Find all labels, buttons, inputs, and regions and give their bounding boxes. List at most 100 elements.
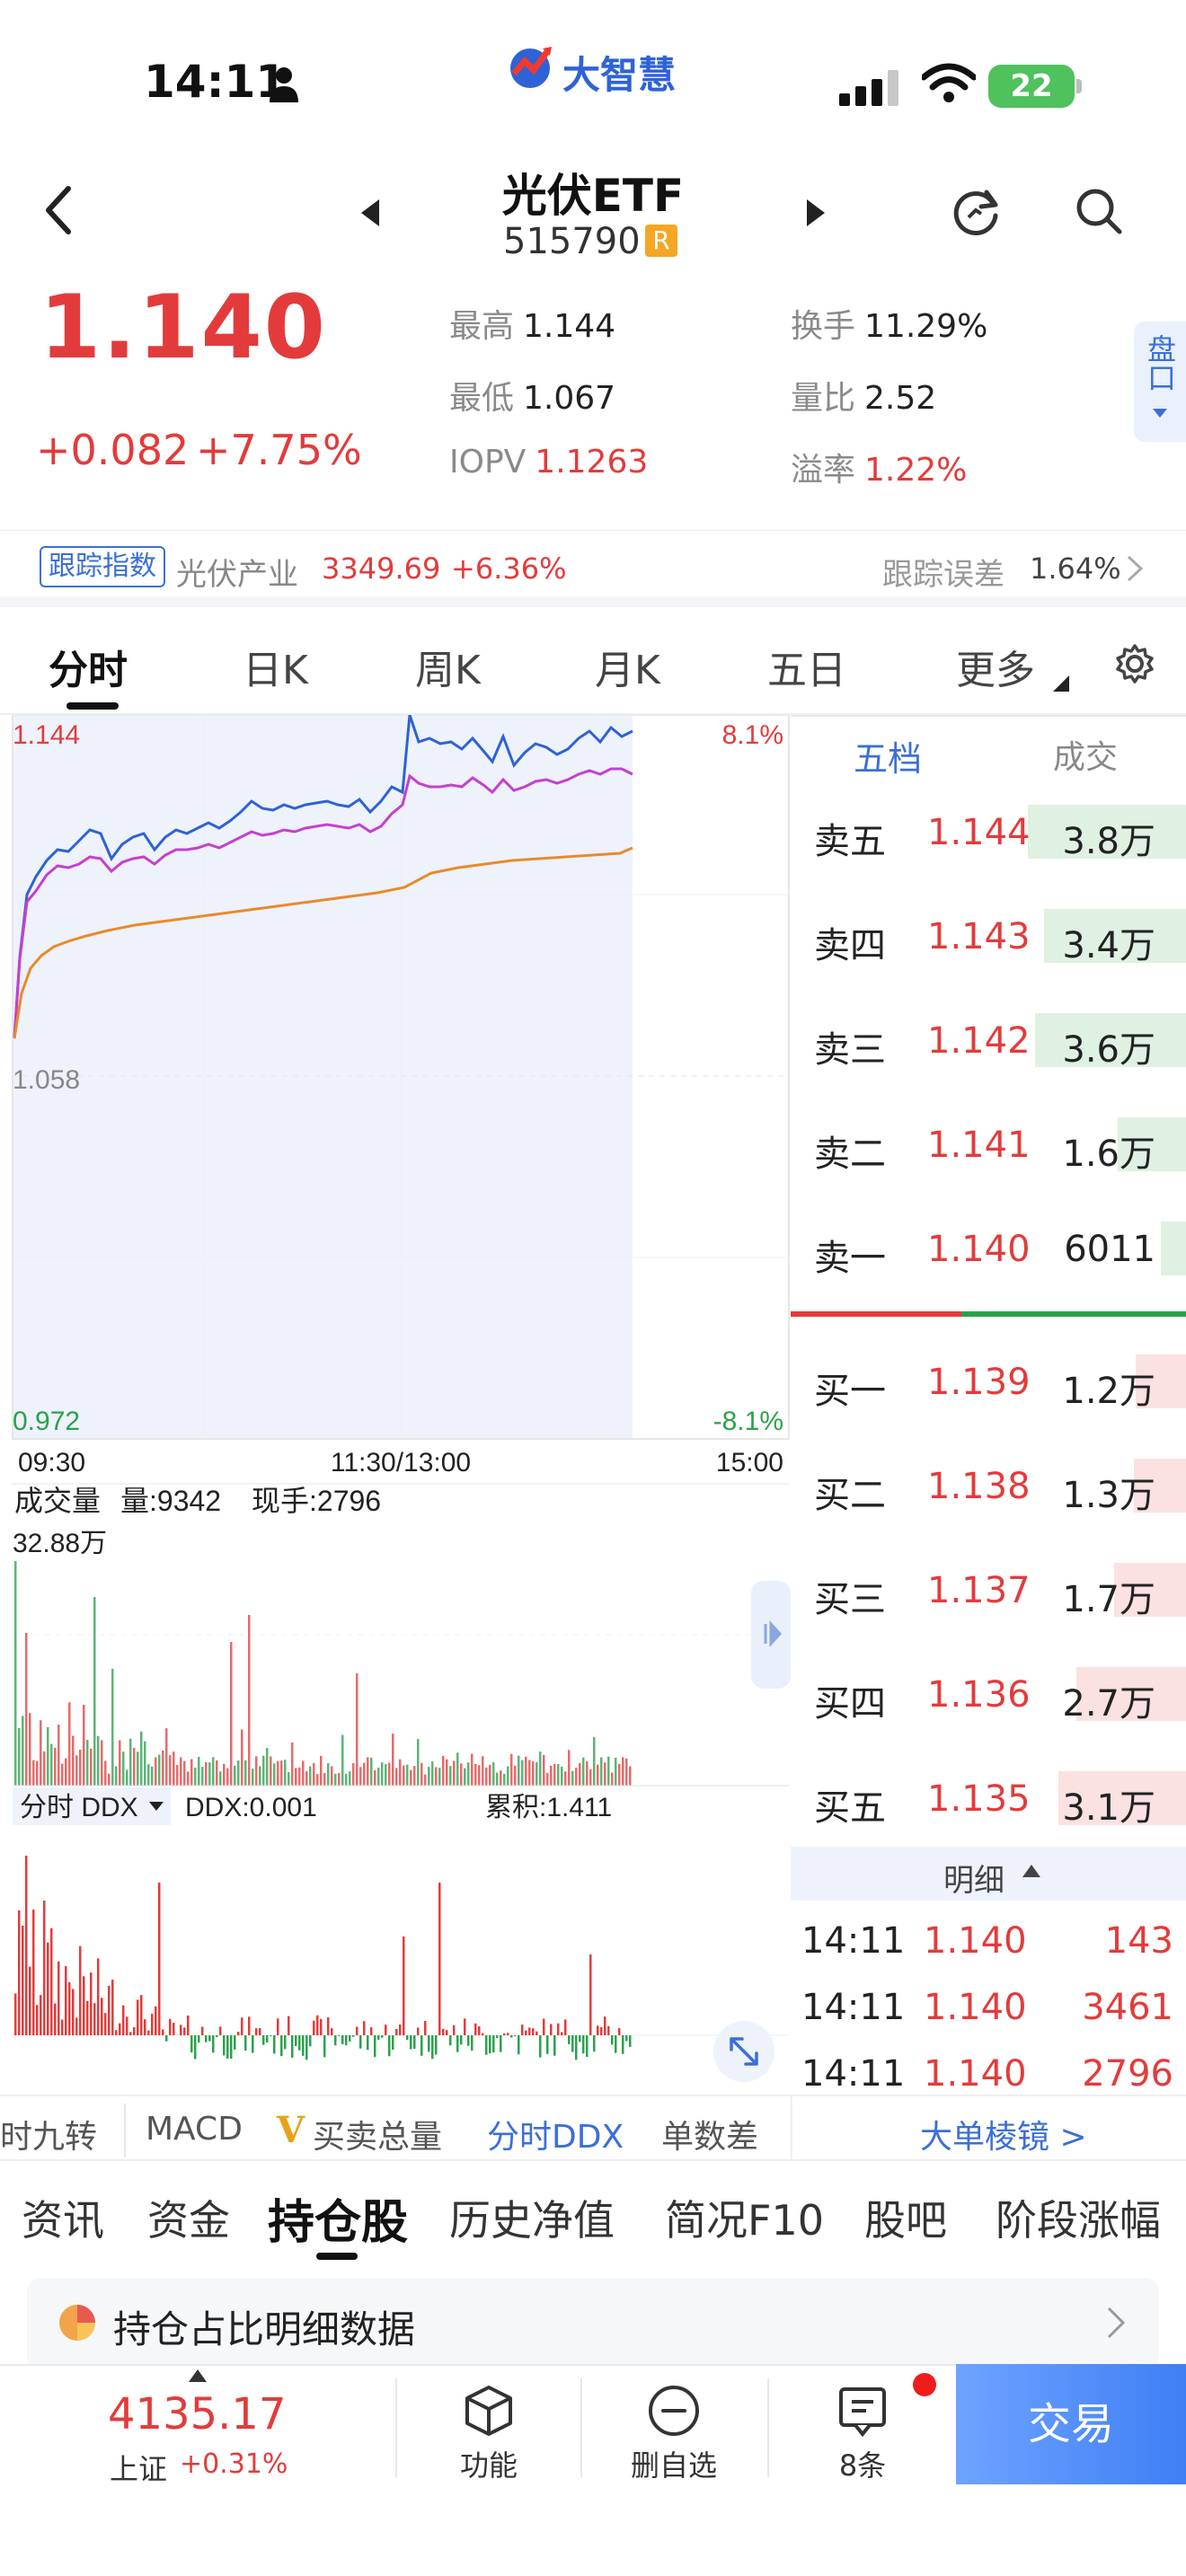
message-icon[interactable]: [836, 2384, 890, 2438]
next-stock-icon[interactable]: [805, 199, 827, 226]
ask-volume: 6011: [1064, 1229, 1155, 1270]
big-order-prism-link[interactable]: 大单棱镜 >: [920, 2119, 1087, 2156]
ddx-selector[interactable]: 分时 DDX: [20, 1793, 138, 1822]
indicator-tab-nine[interactable]: 时九转: [0, 2119, 98, 2156]
ask-volume-bar: [1028, 805, 1186, 859]
ddx-bar: [482, 2033, 484, 2035]
volume-bar: [126, 1769, 128, 1786]
volume-bar: [363, 1762, 366, 1786]
volume-bar: [607, 1756, 610, 1786]
status-time: 14:11: [144, 56, 288, 108]
section-tab-profile[interactable]: 简况F10: [665, 2196, 824, 2245]
holding-detail-row[interactable]: [27, 2278, 1159, 2371]
ddx-bar: [205, 2035, 208, 2042]
price-area-fill: [13, 715, 633, 1439]
volume-bar: [313, 1762, 315, 1786]
volume-bar: [557, 1763, 560, 1786]
ddx-bar: [546, 2035, 549, 2054]
volume-bar: [589, 1769, 592, 1786]
indicator-tab-macd[interactable]: MACD: [146, 2111, 243, 2148]
tab-five-day[interactable]: 五日: [767, 648, 846, 693]
remove-watchlist-icon[interactable]: [647, 2384, 701, 2438]
bid-label: 买一: [814, 1371, 886, 1412]
ddx-bar: [449, 2035, 452, 2046]
ddx-bar: [438, 1883, 441, 2035]
section-tab-news[interactable]: 资讯: [22, 2196, 104, 2245]
risk-badge: R: [645, 225, 677, 257]
pankou-label: 盘口: [1143, 334, 1177, 392]
volume-bar: [496, 1772, 499, 1786]
pankou-tab[interactable]: 盘口: [1134, 322, 1186, 442]
volume-bar: [320, 1755, 323, 1786]
intraday-chart[interactable]: 1.144 1.058 0.972 8.1% -8.1% 09:30 11:30…: [0, 715, 791, 2098]
tab-five-levels[interactable]: 五档: [854, 739, 923, 779]
tab-daily-k[interactable]: 日K: [243, 648, 308, 693]
tracking-error-label: 跟踪误差: [882, 557, 1005, 593]
volume-bar: [162, 1750, 164, 1786]
gear-icon[interactable]: [1114, 643, 1155, 684]
stat-premium-value: 1.22%: [864, 452, 968, 489]
volume-bar: [115, 1766, 118, 1786]
section-tab-funds[interactable]: 资金: [147, 2196, 230, 2245]
chevron-right-icon: [1127, 555, 1143, 582]
market-index-value[interactable]: 4135.17: [108, 2389, 287, 2439]
trade-button[interactable]: 交易: [956, 2364, 1186, 2484]
ddx-selector-bg[interactable]: [13, 1787, 171, 1825]
volume-bar: [205, 1762, 208, 1786]
volume-bar: [349, 1771, 351, 1786]
tab-trades[interactable]: 成交: [1053, 739, 1119, 776]
tracking-index-row[interactable]: [0, 530, 1186, 607]
bid-label: 买三: [814, 1579, 886, 1620]
trade-time: 14:11: [801, 1987, 906, 2028]
search-icon[interactable]: [1073, 185, 1125, 237]
indicator-tab-ddx[interactable]: 分时DDX: [487, 2119, 624, 2156]
logo-icon: [510, 47, 552, 88]
ddx-bar: [93, 2003, 96, 2035]
volume-bar: [464, 1768, 466, 1786]
volume-bar: [104, 1760, 107, 1786]
volume-bar: [535, 1761, 538, 1786]
section-tab-period-change[interactable]: 阶段涨幅: [996, 2196, 1161, 2245]
stat-iopv-value: 1.1263: [535, 444, 649, 481]
ddx-bar: [392, 2035, 394, 2051]
ddx-bar: [262, 2035, 265, 2045]
indicator-tab-total-volume[interactable]: 买卖总量: [313, 2119, 443, 2156]
ddx-bar: [334, 2035, 337, 2046]
prev-stock-icon[interactable]: [359, 199, 381, 226]
volume-bar: [413, 1766, 416, 1786]
ddx-bar: [198, 2035, 200, 2043]
cube-icon[interactable]: [462, 2384, 516, 2438]
refresh-icon[interactable]: [951, 185, 1003, 237]
pie-chart-icon: [59, 2305, 95, 2341]
volume-bar: [435, 1767, 438, 1786]
bid-price: 1.138: [927, 1466, 1031, 1507]
volume-bar: [237, 1760, 240, 1786]
volume-bar: [18, 1727, 21, 1786]
ask-price: 1.144: [927, 812, 1031, 853]
ddx-bar: [349, 2035, 351, 2042]
volume-bar: [133, 1748, 136, 1786]
section-tab-holdings[interactable]: 持仓股: [268, 2196, 409, 2250]
ddx-bar: [216, 2035, 218, 2038]
volume-bar: [550, 1765, 553, 1786]
volume-bar: [255, 1756, 258, 1786]
ddx-bar: [32, 1910, 35, 2035]
section-tab-nav-history[interactable]: 历史净值: [449, 2196, 615, 2245]
ddx-bar: [428, 2035, 430, 2052]
indicator-tab-count-diff[interactable]: 单数差: [661, 2119, 759, 2156]
volume-bar: [54, 1747, 57, 1786]
tab-more[interactable]: 更多: [956, 648, 1035, 693]
tab-intraday[interactable]: 分时: [49, 648, 128, 693]
tab-weekly-k[interactable]: 周K: [415, 648, 481, 693]
volume-bar: [83, 1705, 85, 1786]
ddx-bar: [25, 1856, 28, 2035]
ddx-bar: [327, 2017, 330, 2035]
ddx-bar: [129, 2032, 132, 2035]
back-icon[interactable]: [41, 183, 77, 237]
ddx-bar: [61, 2019, 64, 2035]
trade-row: 14:11 1.140 3461: [791, 1980, 1186, 2033]
section-tab-forum[interactable]: 股吧: [864, 2196, 947, 2245]
tab-monthly-k[interactable]: 月K: [595, 648, 660, 693]
ddx-bar: [460, 2035, 463, 2045]
detail-header[interactable]: 明细: [791, 1847, 1186, 1901]
